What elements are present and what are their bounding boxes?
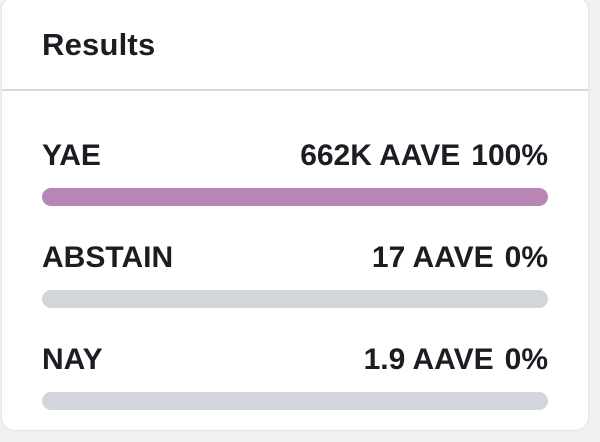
vote-values: 662K AAVE 100% (300, 138, 548, 174)
result-row-abstain: ABSTAIN 17 AAVE 0% (42, 240, 548, 308)
vote-progress-track (42, 290, 548, 308)
vote-progress-track (42, 188, 548, 206)
vote-option-label: ABSTAIN (42, 241, 174, 274)
results-card-header: Results (2, 0, 588, 91)
result-row-yae: YAE 662K AAVE 100% (42, 138, 548, 206)
vote-percent: 0% (504, 343, 548, 376)
vote-values: 1.9 AAVE 0% (364, 342, 548, 378)
vote-option-label: YAE (42, 139, 101, 172)
result-row-line: YAE 662K AAVE 100% (42, 138, 548, 174)
vote-values: 17 AAVE 0% (372, 240, 548, 276)
vote-percent: 0% (504, 241, 548, 274)
vote-percent: 100% (471, 139, 548, 172)
vote-amount: 17 AAVE (371, 241, 494, 274)
results-title: Results (42, 27, 156, 62)
results-rows: YAE 662K AAVE 100% ABSTAIN 17 AAVE 0% (2, 91, 588, 410)
vote-progress-track (42, 392, 548, 410)
vote-progress-fill (42, 188, 548, 206)
result-row-line: ABSTAIN 17 AAVE 0% (42, 240, 548, 276)
vote-option-label: NAY (42, 343, 103, 376)
results-card: Results YAE 662K AAVE 100% ABSTAIN 17 AA… (1, 0, 589, 431)
result-row-nay: NAY 1.9 AAVE 0% (42, 342, 548, 410)
vote-amount: 662K AAVE (300, 139, 461, 172)
vote-amount: 1.9 AAVE (363, 343, 494, 376)
result-row-line: NAY 1.9 AAVE 0% (42, 342, 548, 378)
